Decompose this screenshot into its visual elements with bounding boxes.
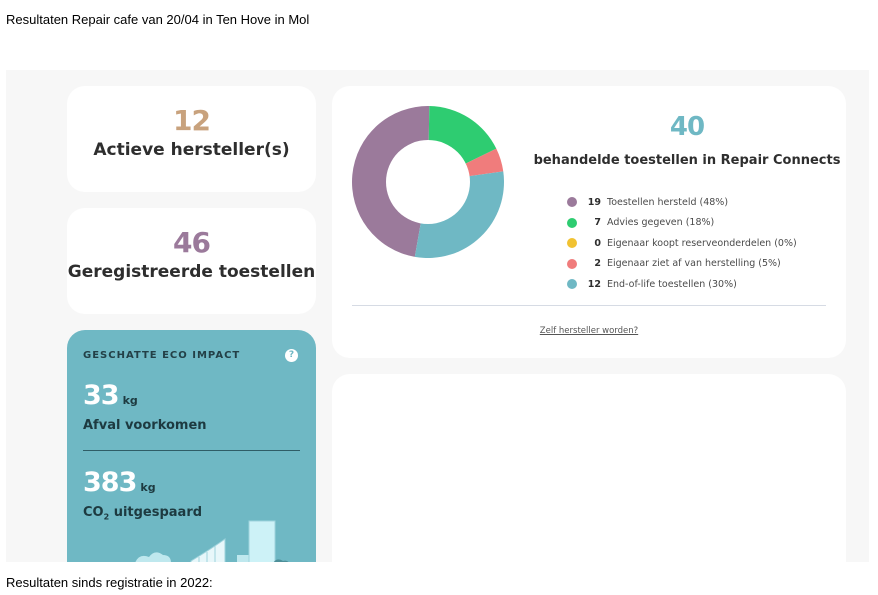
become-repairer-link[interactable]: Zelf hersteller worden? [539,326,639,336]
waste-label: Afval voorkomen [83,418,207,433]
legend-label: Toestellen hersteld (48%) [607,196,729,208]
registered-devices-count: 46 [173,226,211,259]
legend-label: Advies gegeven (18%) [607,217,715,229]
legend-item: 0 Eigenaar koopt reserveonderdelen (0%) [567,233,797,254]
page-title: Resultaten Repair cafe van 20/04 in Ten … [6,12,310,27]
repairs-donut-chart [352,106,504,258]
co2-amount: 383 kg [83,467,156,498]
legend-count: 7 [594,217,601,229]
co2-unit: kg [140,481,156,494]
city-illustration [135,520,289,562]
results-frame: 12 Actieve hersteller(s) 46 Geregistreer… [6,70,869,562]
card-divider [352,305,826,306]
chart-title: behandelde toestellen in Repair Connects [533,153,841,168]
building-small [237,555,249,562]
active-repairers-label: Actieve hersteller(s) [93,140,290,160]
legend-swatch [567,217,577,228]
waste-unit: kg [122,394,138,407]
legend-item: 12 End-of-life toestellen (30%) [567,274,797,295]
tree-icon [273,559,289,562]
legend-item: 19 Toestellen hersteld (48%) [567,192,797,213]
co2-label: CO2 uitgespaard [83,505,203,522]
legend-swatch [567,279,577,290]
building-curved [190,538,226,562]
legend-swatch [567,197,577,208]
legend-label: Eigenaar koopt reserveonderdelen (0%) [607,237,797,249]
registered-devices-card: 46 Geregistreerde toestellen [67,208,316,314]
legend-swatch [567,258,577,269]
cloud-icon [135,552,171,562]
active-repairers-count: 12 [173,104,211,137]
legend-item: 7 Advies gegeven (18%) [567,213,797,234]
co2-value: 383 [83,467,137,498]
eco-divider [83,450,300,451]
repairs-chart-card: 40 behandelde toestellen in Repair Conne… [332,86,846,358]
eco-impact-card: GESCHATTE ECO IMPACT ? 33 kg Afval voorko… [67,330,316,562]
registered-devices-label: Geregistreerde toestellen [67,262,316,282]
chart-legend: 19 Toestellen hersteld (48%) 7 Advies gegev… [567,192,797,295]
total-devices: 40 [669,112,705,142]
legend-count: 2 [594,258,601,270]
building-tall [248,520,276,562]
legend-count: 12 [587,278,601,290]
waste-amount: 33 kg [83,380,138,411]
active-repairers-card: 12 Actieve hersteller(s) [67,86,316,192]
legend-swatch [567,238,577,249]
empty-card [332,374,846,562]
help-icon[interactable]: ? [285,349,298,362]
legend-count: 19 [587,196,601,208]
legend-label: Eigenaar ziet af van herstelling (5%) [607,258,781,270]
legend-label: End-of-life toestellen (30%) [607,278,737,290]
eco-impact-heading: GESCHATTE ECO IMPACT [83,350,241,361]
legend-count: 0 [594,237,601,249]
waste-value: 33 [83,380,120,411]
footer-title: Resultaten sinds registratie in 2022: [6,575,213,590]
legend-item: 2 Eigenaar ziet af van herstelling (5%) [567,254,797,275]
